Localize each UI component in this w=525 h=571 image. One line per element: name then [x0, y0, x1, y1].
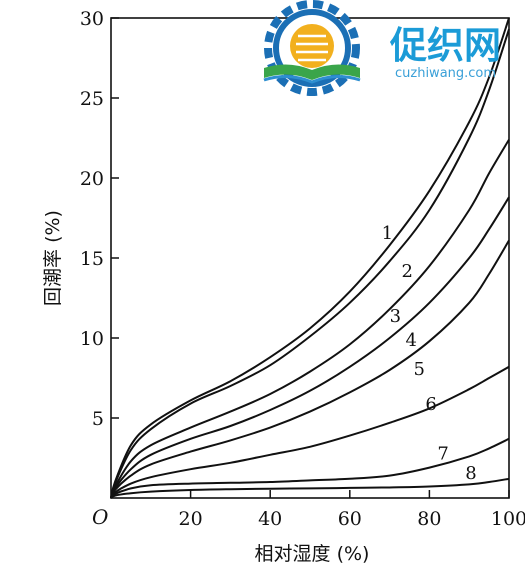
curve-label-8: 8	[465, 463, 476, 484]
x-axis-title: 相对湿度 (%)	[255, 543, 370, 565]
curve-label-2: 2	[402, 261, 413, 282]
curve-label-1: 1	[382, 223, 393, 244]
watermark-url: cuzhiwang.com	[395, 66, 496, 81]
curve-4	[110, 196, 510, 499]
y-tick-label: 30	[80, 8, 104, 30]
y-tick-label: 20	[80, 168, 104, 190]
x-axis-ticks: 20 40 60 80 100	[179, 490, 525, 530]
curve-label-7: 7	[437, 444, 448, 465]
curve-7	[110, 437, 510, 499]
sun-icon	[290, 24, 334, 68]
curve-5	[110, 239, 510, 499]
curve-6	[110, 365, 510, 499]
curve-label-group: 12 34 56 78	[382, 223, 477, 484]
y-tick-label: 15	[80, 248, 104, 270]
watermark-logo	[263, 0, 361, 96]
watermark-title: 促织网	[389, 24, 501, 67]
y-tick-label: 5	[92, 408, 104, 430]
y-tick-label: 25	[80, 88, 104, 110]
curve-3	[110, 139, 510, 499]
y-axis-title: 回潮率 (%)	[42, 210, 64, 306]
x-tick-label: 80	[417, 508, 441, 530]
origin-label: O	[92, 505, 108, 529]
curve-group	[110, 17, 510, 499]
curve-label-3: 3	[390, 306, 401, 327]
curve-8	[110, 477, 510, 499]
curve-label-4: 4	[406, 330, 417, 351]
y-tick-label: 10	[80, 328, 104, 350]
x-tick-label: 60	[338, 508, 362, 530]
curve-2	[110, 28, 510, 499]
x-tick-label: 100	[491, 508, 525, 530]
book-icon	[263, 64, 361, 84]
y-axis-ticks: 5 10 15 20 25 30	[80, 8, 119, 430]
curve-label-5: 5	[413, 359, 424, 380]
curve-1	[110, 17, 510, 499]
x-tick-label: 40	[258, 508, 282, 530]
x-tick-label: 20	[179, 508, 203, 530]
curve-label-6: 6	[425, 394, 436, 415]
